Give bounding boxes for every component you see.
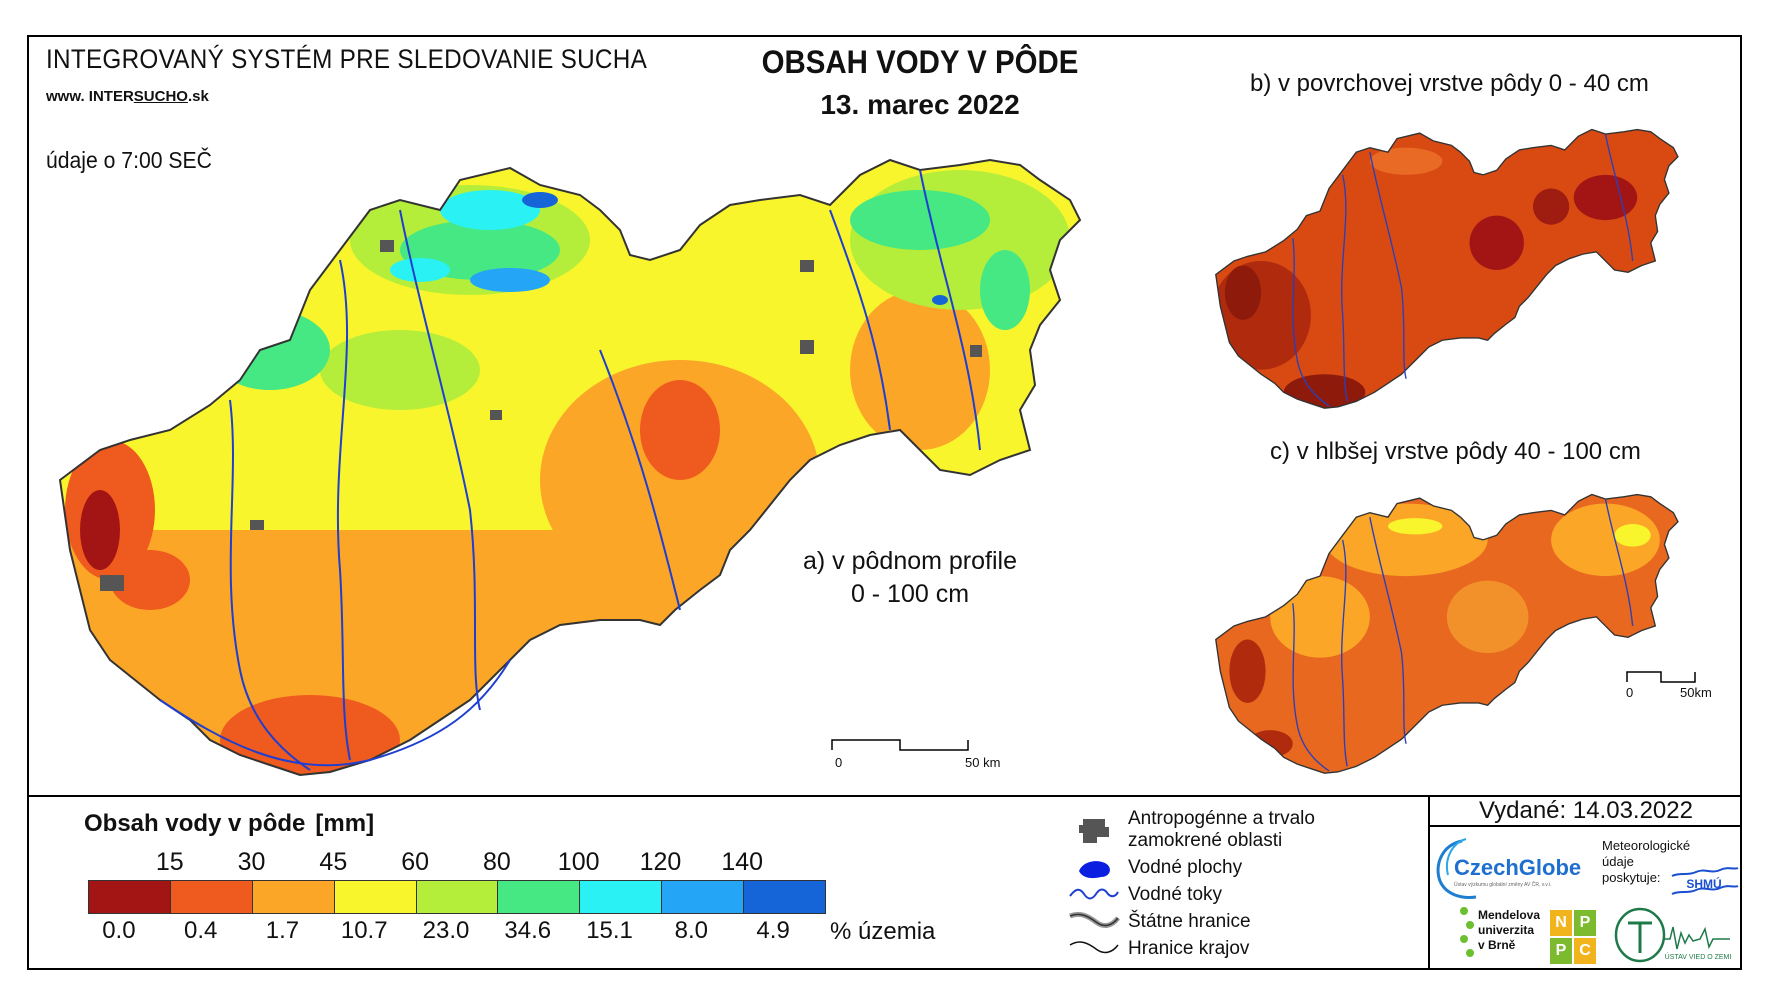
mendel-university-label: Mendelova univerzita v Brně [1478,908,1541,952]
system-title: INTEGROVANÝ SYSTÉM PRE SLEDOVANIE SUCHA [46,44,648,74]
shmu-text: SHMÚ [1686,876,1721,891]
legend-color-swatch [744,881,826,913]
legend-color-swatch [170,881,253,913]
legend-color-swatch [89,881,171,913]
legend-color-bar [88,880,826,914]
map-c-label: c) v hlbšej vrstve pôdy 40 - 100 cm [1270,438,1641,465]
water-body-icon [1079,861,1110,879]
legend-color-swatch [498,881,581,913]
data-time: údaje o 7:00 SEČ [46,147,212,173]
map-c [1215,493,1679,774]
met-data-label: Meteorologické údaje poskytuje: [1602,838,1691,885]
czechglobe-subtitle: Ústav výzkumu globální změny AV ČR, v.v.… [1454,882,1552,888]
small-scale-zero: 0 [1626,685,1634,700]
nppc-logo: N P P C [1550,910,1596,964]
legend-color-swatch [252,881,335,913]
footer-divider [1428,795,1430,970]
legend-title: Obsah vody v pôde [mm] [84,810,375,837]
footer-divider-h [1428,825,1742,827]
legend-percentage-label: 10.7 [340,917,388,944]
website: www. INTERSUCHO.sk [46,88,209,105]
legend-color-swatch [662,881,745,913]
legend-percentage-label: 1.7 [265,917,300,944]
main-scale-zero: 0 [835,755,843,770]
map-b [1215,128,1679,409]
issued-date: Vydané: 14.03.2022 [1479,797,1693,824]
legend-percentage-label: 15.1 [586,917,633,944]
state-border-icon [1069,911,1120,928]
mendel-logo-dots [1460,907,1474,957]
legend-threshold-label: 100 [557,848,600,876]
legend-color-swatch [334,881,417,913]
small-scale-bar [1626,671,1696,683]
legend-threshold-label: 60 [401,848,430,876]
legend-color-swatch [580,881,663,913]
legend-separator [27,795,1742,797]
legend-percentage-label: 34.6 [504,917,552,944]
main-title: OBSAH VODY V PÔDE [761,44,1079,80]
river-icon [1069,888,1119,900]
percent-unit: % územia [830,918,936,945]
anthropogenic-area-icon [1079,819,1109,843]
main-map [58,158,1082,777]
small-scale-end: 50km [1680,685,1712,700]
uvz-logo: ÚSTAV VIED O ZEMI [1614,907,1732,963]
legend-color-swatch [416,881,499,913]
map-a-label: a) v pôdnom profile 0 - 100 cm [802,547,1017,608]
figure-frame [27,35,1742,970]
legend-percentage-label: 8.0 [674,917,709,944]
map-date: 13. marec 2022 [820,89,1020,120]
legend-threshold-label: 80 [482,848,511,876]
shmu-logo: SHMÚ [1670,867,1739,898]
legend-percentage-label: 4.9 [756,917,790,944]
legend-percentage-label: 0.0 [102,917,136,944]
legend-threshold-label: 15 [155,848,184,876]
legend-region-border-label: Hranice krajov [1128,938,1250,959]
legend-threshold-label: 140 [721,848,764,876]
legend-anthropogenic-label: Antropogénne a trvalo zamokrené oblasti [1128,808,1315,851]
uvz-text: ÚSTAV VIED O ZEMI [1665,952,1732,961]
legend-threshold-label: 120 [639,848,682,876]
main-scale-end: 50 km [965,755,1001,770]
region-border-icon [1069,941,1119,954]
legend-threshold-label: 30 [237,848,266,876]
legend-river-label: Vodné toky [1128,884,1223,905]
czechglobe-logo [1436,838,1477,899]
legend-percentage-label: 0.4 [183,917,218,944]
czechglobe-name: CzechGlobe [1454,855,1582,880]
legend-threshold-label: 45 [319,848,348,876]
legend-percentage-label: 23.0 [422,917,470,944]
main-scale-bar [831,739,969,751]
legend-water-body-label: Vodné plochy [1128,857,1243,878]
legend-state-border-label: Štátne hranice [1128,911,1251,932]
map-b-label: b) v povrchovej vrstve pôdy 0 - 40 cm [1250,70,1649,97]
